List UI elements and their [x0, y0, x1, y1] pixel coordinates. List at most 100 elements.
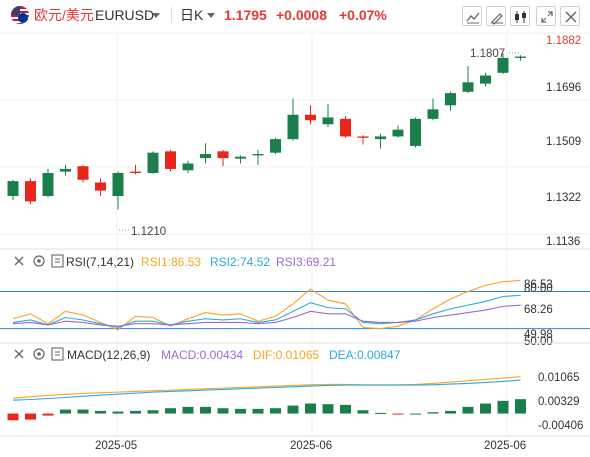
- candle-body: [7, 181, 19, 197]
- candle-body: [462, 82, 474, 92]
- price-tick-3: 1.1322: [546, 192, 581, 204]
- macd-bar: [410, 413, 421, 415]
- macd-header: MACD(12,26,9) MACD:0.00434 DIF:0.01065 D…: [14, 347, 401, 362]
- candle-body: [182, 163, 194, 171]
- time-label-2: 2025-06: [484, 440, 526, 452]
- symbol-code[interactable]: EURUSD: [95, 7, 155, 23]
- dif-legend: DIF:0.01065: [253, 348, 319, 362]
- candle-body: [410, 118, 421, 146]
- interval-chevron-down-icon[interactable]: [207, 13, 215, 18]
- time-label-0: 2025-05: [95, 440, 137, 452]
- macd-bar: [217, 408, 229, 414]
- time-label-1: 2025-06: [290, 440, 332, 452]
- macd-bar: [165, 408, 176, 414]
- price-tick-1: 1.1696: [546, 82, 581, 94]
- candle-body: [217, 151, 229, 159]
- candle-body: [375, 136, 386, 140]
- macd-bar: [235, 408, 246, 414]
- toolbar-divider: [171, 7, 172, 23]
- rsi-settings-icon[interactable]: [33, 255, 45, 267]
- compare-icon[interactable]: [510, 6, 530, 26]
- candle-body: [112, 172, 124, 197]
- macd-settings-icon[interactable]: [33, 348, 45, 360]
- rsi3-legend: RSI3:69.21: [276, 255, 336, 269]
- chevron-down-icon[interactable]: [152, 13, 160, 18]
- chart-grid: [0, 30, 590, 436]
- candle-body: [340, 118, 351, 137]
- candle-body: [305, 114, 316, 121]
- macd-tick-1: 0.00329: [538, 396, 580, 408]
- candle-body: [392, 129, 404, 137]
- macd-bar: [322, 404, 334, 414]
- candle-body: [445, 93, 456, 106]
- macd-bar: [462, 406, 474, 414]
- rsi-tick-0: 86.53: [524, 279, 553, 291]
- macd-bar: [95, 410, 106, 414]
- fullscreen-icon[interactable]: [536, 6, 556, 26]
- close-icon[interactable]: [560, 6, 580, 26]
- price-annotations: 1.1807 1.1210: [119, 48, 520, 238]
- rsi-line-1: [12, 279, 521, 331]
- candle-body: [130, 171, 141, 173]
- candle-body: [480, 75, 491, 84]
- candle-body: [252, 154, 264, 156]
- macd-bar: [445, 410, 456, 414]
- time-axis: 2025-05 2025-06 2025-06: [95, 440, 526, 452]
- macd-bar: [375, 412, 386, 414]
- macd-bar: [340, 404, 351, 414]
- macd-bar: [270, 408, 281, 414]
- candle-body: [95, 182, 106, 191]
- macd-info-icon[interactable]: [51, 347, 64, 361]
- macd-bar: [60, 409, 71, 414]
- candle-body: [25, 181, 36, 202]
- candle-body: [270, 139, 281, 153]
- chart-toolbar: 欧元/美元 EURUSD 日K 1.1795 +0.0008 +0.07%: [0, 0, 590, 30]
- macd-title: MACD(12,26,9): [67, 348, 150, 362]
- draw-icon[interactable]: [486, 6, 506, 26]
- rsi-close-icon[interactable]: [14, 256, 24, 266]
- macd-bar: [252, 408, 264, 414]
- macd-close-icon[interactable]: [14, 349, 24, 359]
- macd-bar: [287, 405, 299, 414]
- macd-bar: [427, 412, 439, 414]
- line-chart-icon[interactable]: [462, 6, 482, 26]
- macd-histogram: [7, 399, 526, 421]
- candlestick-series: [7, 53, 526, 210]
- candle-body: [322, 117, 334, 125]
- macd-bar: [515, 399, 526, 414]
- candle-body: [235, 156, 246, 159]
- symbol-name[interactable]: 欧元/美元: [34, 7, 94, 23]
- low-price-label: 1.1210: [131, 226, 166, 238]
- rsi-tick-1: 80.00: [524, 283, 553, 295]
- rsi-line-3: [12, 304, 521, 327]
- macd-bar: [182, 406, 194, 414]
- candle-body: [357, 136, 369, 138]
- macd-bar: [130, 410, 141, 414]
- price-axis: 1.1882 1.1696 1.1509 1.1322 1.1136: [546, 35, 581, 248]
- rsi-info-icon[interactable]: [51, 254, 64, 268]
- rsi2-legend: RSI2:74.52: [210, 255, 270, 269]
- interval-selector[interactable]: 日K: [180, 7, 204, 23]
- rsi-title: RSI(7,14,21): [66, 255, 134, 269]
- candle-body: [60, 168, 71, 172]
- macd-line-dif: [12, 376, 521, 399]
- rsi-tick-2: 68.26: [524, 304, 553, 316]
- macd-bar: [305, 403, 316, 414]
- candle-body: [147, 152, 159, 173]
- candle-body: [165, 151, 176, 169]
- macd-tick-2: -0.00406: [538, 420, 583, 432]
- price-tick-2: 1.1509: [546, 136, 581, 148]
- price-change: +0.0008: [276, 7, 327, 23]
- macd-bar: [480, 403, 491, 414]
- price-tick-4: 1.1136: [546, 236, 580, 248]
- price-change-percent: +0.07%: [339, 7, 387, 23]
- candle-body: [287, 114, 299, 140]
- rsi-tick-4: 50.00: [524, 336, 553, 348]
- macd-bar: [25, 413, 36, 420]
- macd-line-dea: [12, 379, 521, 401]
- chart-canvas[interactable]: 1.1882 1.1696 1.1509 1.1322 1.1136 1.180…: [0, 30, 590, 457]
- macd-bar: [77, 409, 89, 414]
- rsi1-legend: RSI1:86.53: [141, 255, 201, 269]
- candle-body: [515, 56, 526, 58]
- macd-axis: 0.01065 0.00329 -0.00406: [538, 372, 583, 432]
